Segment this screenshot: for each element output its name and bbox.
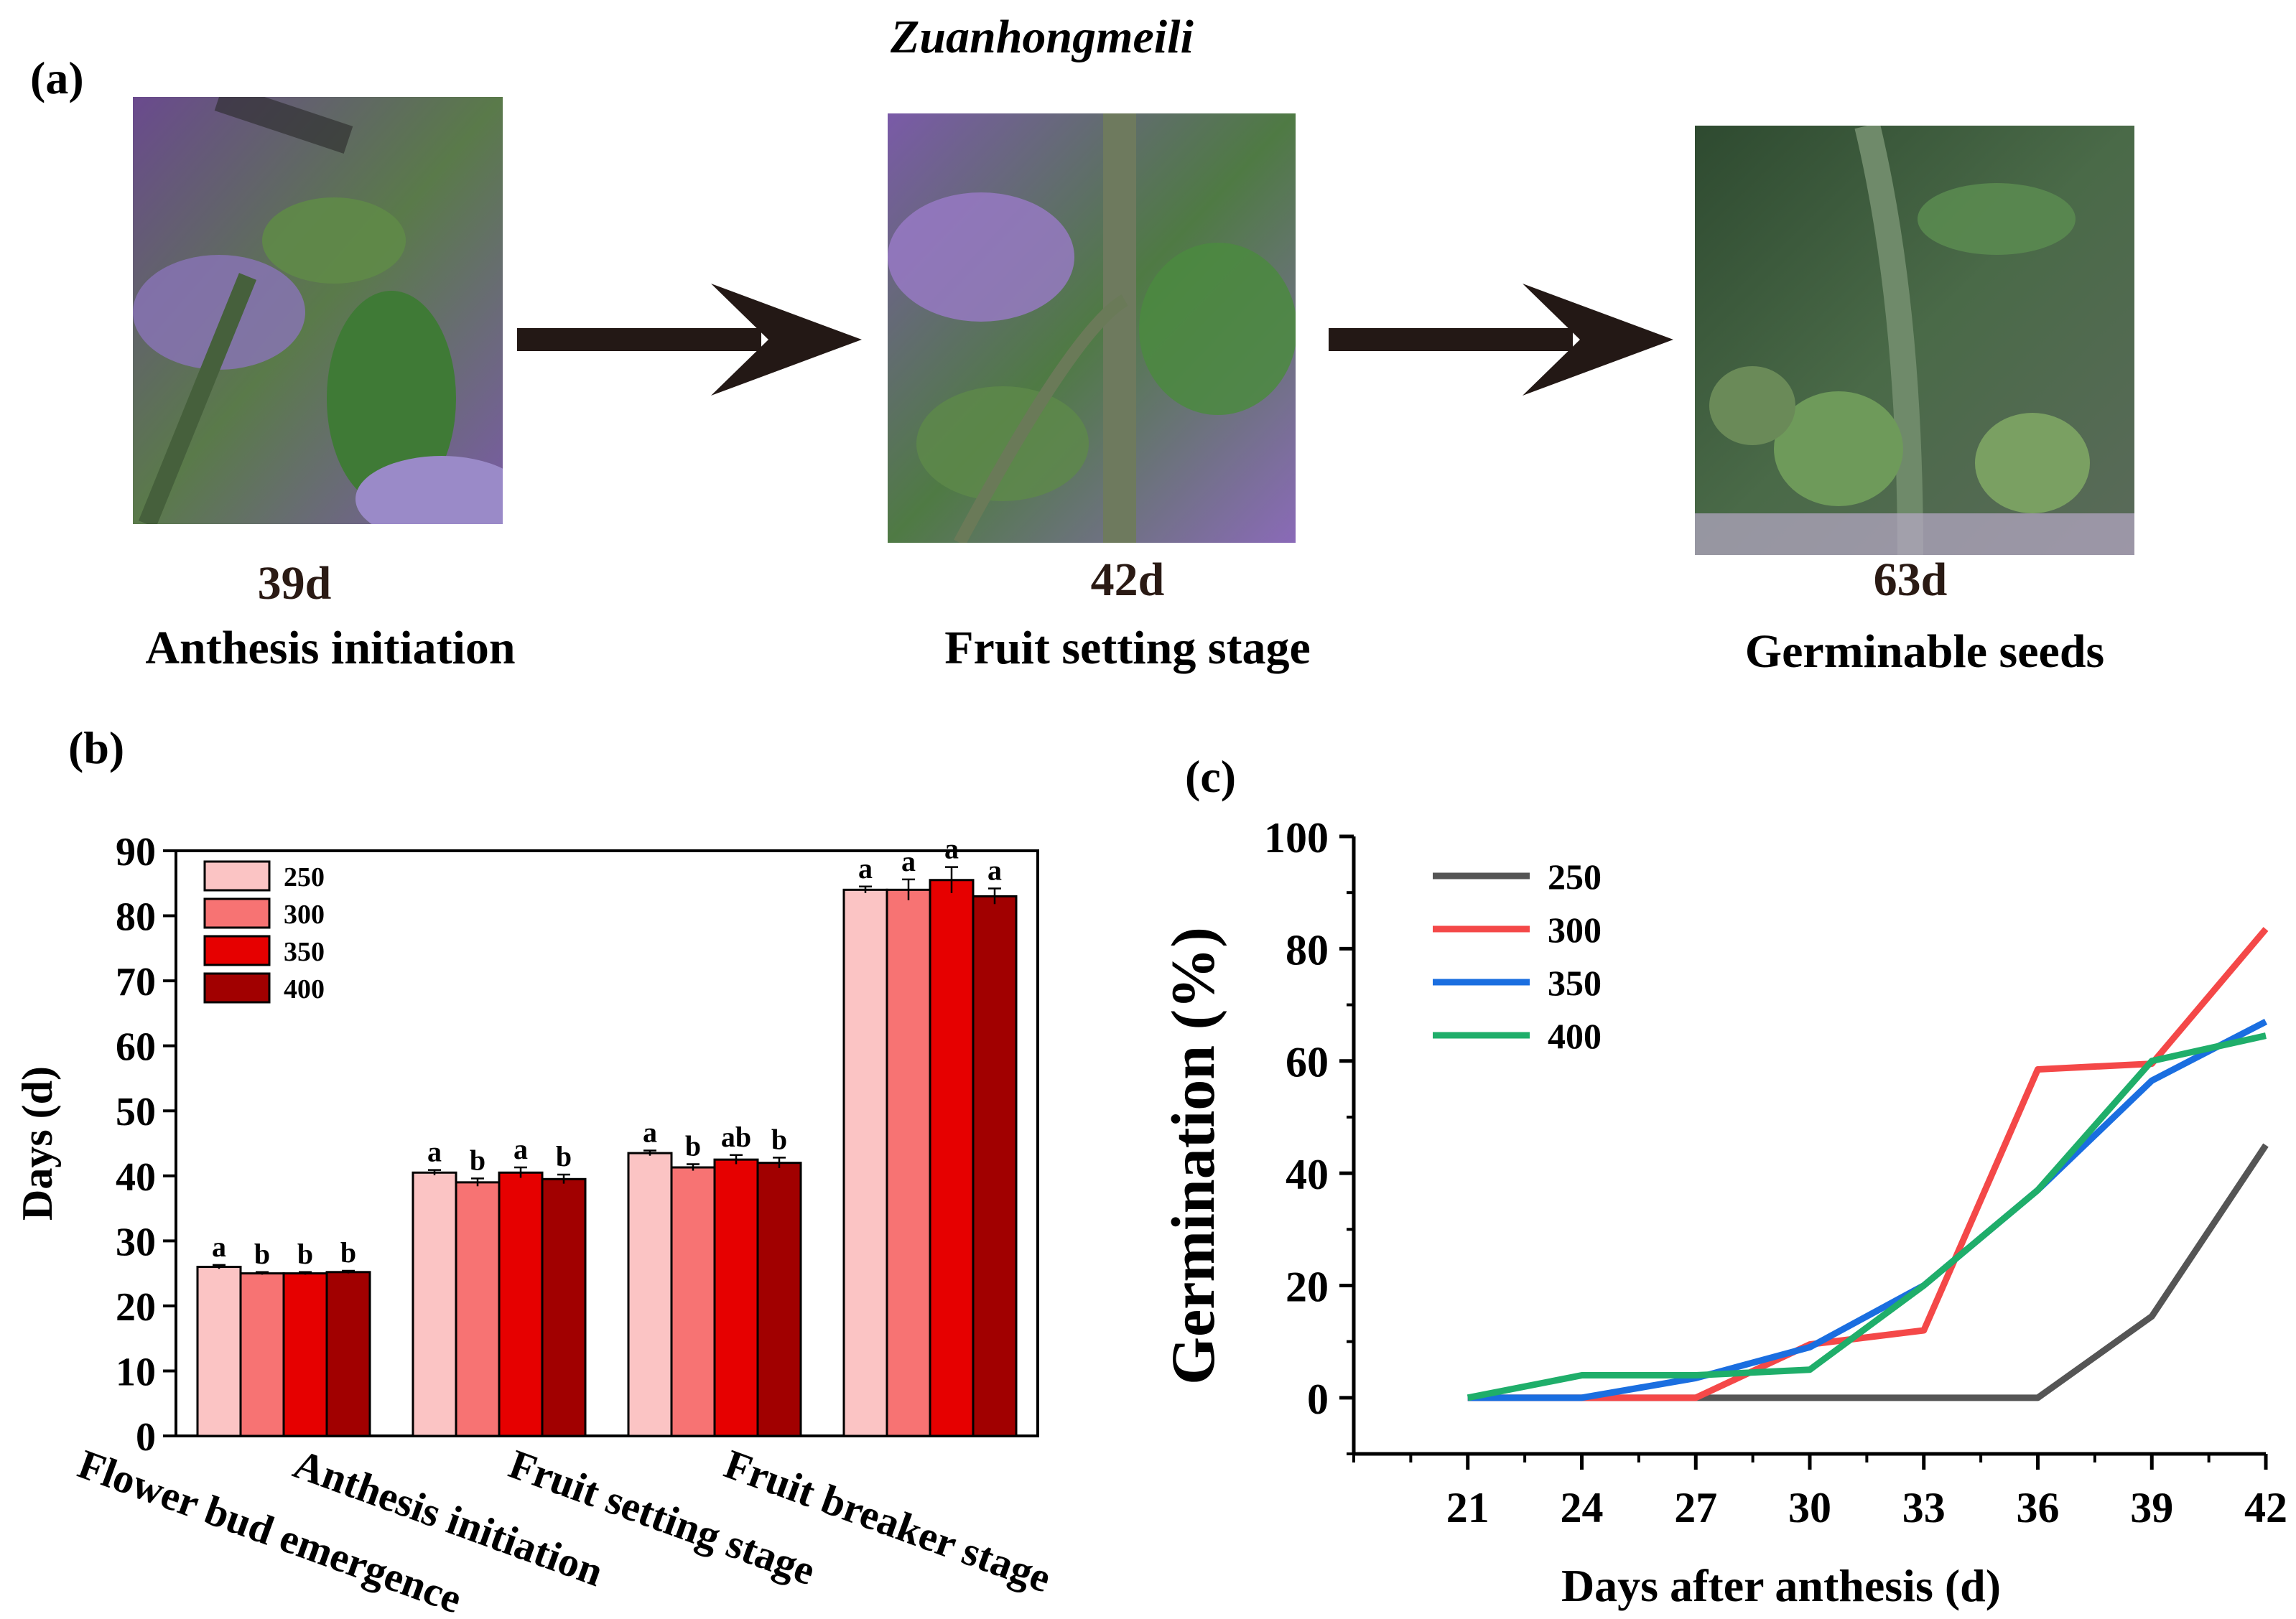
- bar-3-400: [972, 895, 1018, 1437]
- plot-frame: [175, 849, 1039, 1437]
- y-tick-label-9: 90: [116, 830, 156, 874]
- legend-label-250: 250: [284, 862, 325, 892]
- y-tick-label-0: 0: [136, 1415, 156, 1460]
- sig-letter-0-400: b: [340, 1236, 356, 1269]
- x-tick-label-7: 42: [2244, 1484, 2287, 1531]
- bar-2-400: [756, 1162, 802, 1437]
- x-tick-label-2: 27: [1674, 1484, 1717, 1531]
- sig-letter-2-250: a: [643, 1116, 657, 1148]
- y-tick-label-4: 40: [116, 1155, 156, 1200]
- bar-2-350: [713, 1158, 759, 1437]
- figure-title: Zuanhongmeili: [891, 11, 1194, 63]
- panel-a-label: (a): [30, 52, 84, 103]
- y-tick-label-5: 100: [1264, 814, 1329, 862]
- bar-3-250: [842, 888, 888, 1437]
- legend-swatch-250: [203, 860, 271, 892]
- y-tick-label-3: 30: [116, 1220, 156, 1264]
- x-axis-label: Days after anthesis (d): [1561, 1560, 2001, 1611]
- bar-2-250: [627, 1152, 673, 1437]
- legend-swatch-400: [203, 972, 271, 1004]
- bar-0-300: [239, 1272, 285, 1437]
- series-line-400: [1467, 1032, 2267, 1401]
- y-tick-label-3: 60: [1286, 1039, 1329, 1086]
- sig-letter-1-250: a: [427, 1136, 442, 1168]
- y-tick-label-2: 40: [1286, 1151, 1329, 1198]
- photo-anthesis-initiation: [133, 97, 503, 524]
- legend-swatch-350: [203, 935, 271, 966]
- arrow-1: [517, 284, 862, 396]
- sig-letter-3-300: a: [901, 845, 916, 877]
- bar-3-350: [929, 879, 975, 1437]
- sig-letter-2-300: b: [685, 1129, 701, 1162]
- x-tick-label-3: 30: [1788, 1484, 1831, 1531]
- sig-letter-3-350: a: [944, 833, 959, 865]
- stage-1-day: 39d: [257, 557, 332, 610]
- stage-2-label: Fruit setting stage: [944, 622, 1311, 674]
- x-tick-label-1: 24: [1561, 1484, 1604, 1531]
- photo-fruit-setting-stage: [888, 113, 1296, 543]
- sig-letter-1-300: b: [470, 1144, 485, 1176]
- sig-letter-0-300: b: [254, 1238, 270, 1270]
- x-category-label-0: Flower bud emergence: [73, 1440, 468, 1619]
- y-tick-label-1: 20: [1286, 1263, 1329, 1310]
- bar-0-400: [325, 1271, 371, 1437]
- sig-letter-2-400: b: [771, 1123, 787, 1155]
- legend-label-350: 350: [1548, 963, 1602, 1003]
- sig-letter-3-250: a: [858, 852, 873, 885]
- y-tick-label-8: 80: [116, 895, 156, 940]
- legend-label-400: 400: [1548, 1016, 1602, 1056]
- sig-letter-1-350: a: [513, 1133, 528, 1165]
- series-line-350: [1467, 1019, 2268, 1401]
- photo-germinable-seeds: [1695, 126, 2134, 555]
- y-tick-label-1: 10: [116, 1350, 156, 1394]
- stage-2-day: 42d: [1090, 554, 1165, 606]
- y-axis-label: Germination (%): [1158, 927, 1227, 1385]
- y-tick-label-4: 80: [1286, 926, 1329, 974]
- stage-1-label: Anthesis initiation: [145, 622, 516, 674]
- legend-label-400: 400: [284, 974, 325, 1004]
- legend-label-300: 300: [1548, 910, 1602, 950]
- x-tick-label-0: 21: [1446, 1484, 1489, 1531]
- y-tick-label-0: 0: [1307, 1376, 1329, 1423]
- bar-2-300: [670, 1166, 716, 1437]
- line-chart-germination: 0 20 40 60 80 100 21 24 27 30 33 36 39 42 Days after a…: [1158, 814, 2287, 1611]
- arrow-2: [1329, 284, 1673, 396]
- series-line-250: [1467, 1143, 2269, 1401]
- legend-label-300: 300: [284, 900, 325, 930]
- sig-letter-2-350: ab: [721, 1121, 751, 1153]
- bar-3-300: [886, 888, 931, 1437]
- bar-0-350: [282, 1272, 328, 1437]
- stage-3-label: Germinable seeds: [1744, 625, 2105, 678]
- y-tick-label-5: 50: [116, 1090, 156, 1134]
- bar-1-400: [541, 1177, 587, 1437]
- sig-letter-0-250: a: [212, 1231, 226, 1263]
- x-tick-label-6: 39: [2130, 1484, 2173, 1531]
- legend-label-350: 350: [284, 937, 325, 967]
- stage-3-day: 63d: [1873, 554, 1948, 606]
- sig-letter-3-400: a: [987, 854, 1002, 887]
- x-tick-label-4: 33: [1902, 1484, 1946, 1531]
- bar-1-250: [412, 1171, 457, 1437]
- bar-1-350: [498, 1171, 544, 1437]
- y-axis-label: Days (d): [14, 1066, 61, 1221]
- legend-swatch-300: [203, 897, 271, 929]
- bar-1-300: [455, 1181, 501, 1437]
- x-tick-label-5: 36: [2017, 1484, 2060, 1531]
- sig-letter-0-350: b: [297, 1238, 313, 1270]
- y-tick-label-7: 70: [116, 960, 156, 1004]
- sig-letter-1-400: b: [556, 1140, 572, 1172]
- y-tick-label-6: 60: [116, 1025, 156, 1070]
- panel-b-label: (b): [68, 722, 125, 773]
- legend-label-250: 250: [1548, 857, 1602, 897]
- panel-c-label: (c): [1185, 751, 1237, 802]
- bar-0-250: [196, 1266, 242, 1437]
- y-tick-label-2: 20: [116, 1285, 156, 1330]
